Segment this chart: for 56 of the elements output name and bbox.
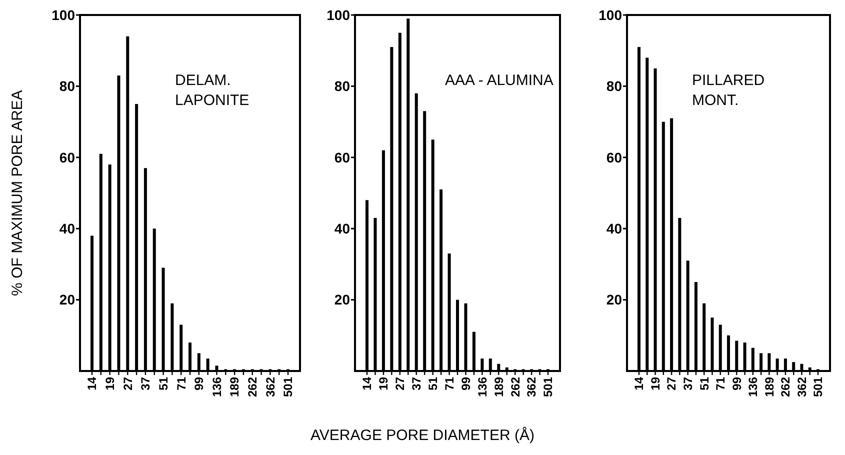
y-tick-label: 80 [606,78,622,94]
x-tick-label: 501 [281,376,296,398]
x-tick-label: 19 [103,376,118,390]
x-tick-label: 189 [492,376,506,398]
x-tick-label: 362 [794,376,809,398]
x-tick-label: 136 [210,376,224,398]
x-tick-label: 71 [714,376,728,390]
y-tick-label: 20 [334,292,350,308]
x-tick-label: 99 [730,376,744,390]
x-tick-label: 27 [393,376,408,390]
y-tick-label: 80 [59,78,76,94]
x-tick-label: 71 [442,376,456,390]
annotation: DELAM. LAPONITE [175,72,250,109]
y-tick-label: 20 [606,292,622,308]
y-tick-label: 20 [59,292,76,308]
x-tick-label: 189 [762,376,776,398]
x-tick-label: 262 [508,376,522,398]
x-tick-label: 51 [697,376,712,390]
y-tick-label: 60 [59,149,76,166]
x-tick-label: 99 [192,376,206,390]
x-tick-label: 136 [746,376,760,398]
x-tick-label: 19 [376,376,391,390]
y-tick-label: 40 [606,220,622,236]
y-tick-label: 60 [606,149,622,166]
y-tick-label: 100 [52,6,76,23]
x-tick-label: 189 [228,376,242,398]
y-tick-label: 100 [598,6,622,23]
x-tick-label: 71 [174,376,188,390]
annotation: AAA - ALUMINA [445,72,554,89]
x-tick-label: 362 [263,376,278,398]
x-tick-label: 37 [681,376,696,390]
x-tick-label: 501 [811,376,826,398]
y-tick-label: 100 [326,6,350,23]
x-tick-label: 51 [156,376,170,390]
x-tick-label: 19 [648,376,662,390]
y-tick-label: 40 [59,220,76,236]
x-tick-label: 37 [138,376,153,390]
annotation: PILLARED MONT. [692,72,765,109]
x-tick-label: 501 [541,376,556,398]
x-tick-label: 99 [458,376,473,390]
x-tick-label: 14 [85,376,100,390]
x-tick-label: 14 [360,376,374,390]
y-tick-label: 40 [334,220,350,236]
x-tick-label: 262 [778,376,793,398]
x-tick-label: 27 [664,376,679,390]
y-tick-label: 60 [334,149,350,166]
x-tick-label: 136 [475,376,490,398]
x-tick-label: 51 [426,376,440,390]
x-tick-label: 14 [632,376,646,390]
x-tick-label: 37 [410,376,424,390]
x-tick-label: 262 [246,376,260,398]
x-tick-label: 27 [120,376,135,390]
y-axis-title: % OF MAXIMUM PORE AREA [9,90,26,296]
x-tick-label: 362 [524,376,539,398]
y-tick-label: 80 [334,78,350,94]
x-axis-title: AVERAGE PORE DIAMETER (Å) [310,426,534,444]
